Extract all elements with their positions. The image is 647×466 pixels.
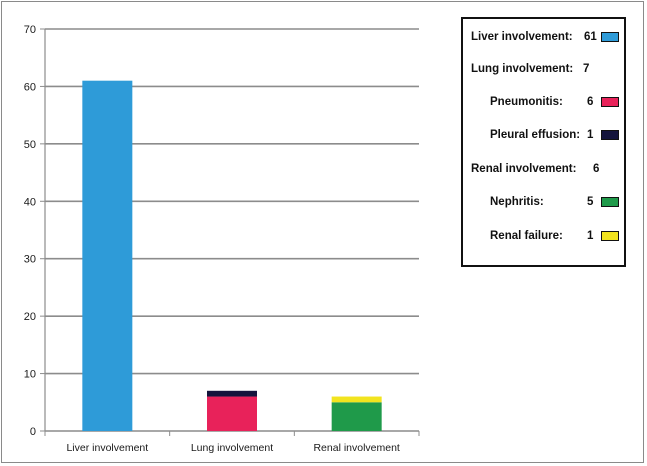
x-tick-label: Lung involvement xyxy=(191,442,273,454)
legend-label: Pleural effusion: xyxy=(490,129,581,141)
legend-row-nephritis: Nephritis: 5 xyxy=(463,194,624,214)
legend-row-pleural-effusion: Pleural effusion: 1 xyxy=(463,127,624,147)
legend-value: 5 xyxy=(587,196,594,208)
legend-value: 61 xyxy=(584,31,597,43)
bar-nephritis xyxy=(331,402,382,431)
legend-swatch-nephritis xyxy=(601,197,619,207)
legend-value: 7 xyxy=(583,63,590,75)
legend: Liver involvement: 61 Lung involvement: … xyxy=(461,17,626,267)
y-tick-label: 20 xyxy=(24,311,36,323)
legend-swatch-liver xyxy=(601,32,619,42)
bar-renal-failure xyxy=(331,396,382,403)
y-tick-label: 70 xyxy=(24,24,36,36)
legend-value: 6 xyxy=(593,163,600,175)
y-tick-label: 30 xyxy=(24,254,36,266)
legend-value: 6 xyxy=(587,96,594,108)
legend-row-pneumonitis: Pneumonitis: 6 xyxy=(463,94,624,114)
legend-label: Liver involvement: xyxy=(471,31,573,43)
bar-pneumonitis xyxy=(207,396,257,431)
legend-label: Renal failure: xyxy=(490,230,563,242)
legend-swatch-pleural-effusion xyxy=(601,130,619,140)
legend-row-liver: Liver involvement: 61 xyxy=(463,29,624,49)
legend-row-lung: Lung involvement: 7 xyxy=(463,61,624,81)
legend-label: Lung involvement: xyxy=(471,63,574,75)
legend-row-renal: Renal involvement: 6 xyxy=(463,161,624,181)
x-tick-label: Liver involvement xyxy=(66,442,148,454)
y-tick-label: 40 xyxy=(24,196,36,208)
y-tick-label: 50 xyxy=(24,139,36,151)
y-tick-label: 10 xyxy=(24,369,36,381)
legend-row-renal-failure: Renal failure: 1 xyxy=(463,228,624,248)
legend-value: 1 xyxy=(587,129,594,141)
x-tick-label: Renal involvement xyxy=(313,442,399,454)
legend-label: Nephritis: xyxy=(490,196,544,208)
y-tick-label: 0 xyxy=(30,426,36,438)
legend-swatch-renal-failure xyxy=(601,231,619,241)
legend-swatch-pneumonitis xyxy=(601,97,619,107)
y-tick-label: 60 xyxy=(24,81,36,93)
legend-value: 1 xyxy=(587,230,594,242)
legend-label: Pneumonitis: xyxy=(490,96,563,108)
legend-label: Renal involvement: xyxy=(471,163,577,175)
bar-pleural-effusion xyxy=(207,390,257,397)
bar-liver-involvement xyxy=(82,80,133,431)
